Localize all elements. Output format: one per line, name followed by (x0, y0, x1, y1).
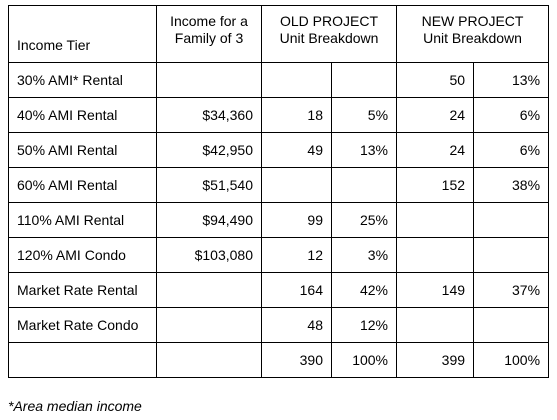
totals-row: 390 100% 399 100% (8, 342, 550, 378)
cell-tier: 30% AMI* Rental (8, 62, 157, 98)
cell-total-income (156, 342, 262, 378)
cell-old-pct: 42% (330, 272, 398, 308)
table-row: Market Rate Condo 48 12% (8, 307, 550, 343)
cell-new-pct: 6% (473, 132, 550, 168)
header-income-family: Income for a Family of 3 (156, 5, 262, 63)
cell-new-units (396, 202, 475, 238)
cell-tier: 60% AMI Rental (8, 167, 157, 203)
cell-old-units: 99 (261, 202, 332, 238)
cell-old-pct (330, 62, 398, 98)
header-old-project: OLD PROJECT Unit Breakdown (260, 5, 398, 63)
table-row: 50% AMI Rental $42,950 49 13% 24 6% (8, 132, 550, 168)
cell-new-pct: 37% (473, 272, 550, 308)
cell-old-pct (330, 167, 398, 203)
cell-income (156, 307, 262, 343)
cell-tier: 50% AMI Rental (8, 132, 157, 168)
header-income-tier-label: Income Tier (17, 37, 91, 53)
cell-total-old-units: 390 (261, 342, 332, 378)
table-row: 110% AMI Rental $94,490 99 25% (8, 202, 550, 238)
header-new-line2: Unit Breakdown (423, 30, 522, 46)
cell-income: $34,360 (156, 97, 262, 133)
cell-new-units: 24 (396, 97, 475, 133)
cell-new-units (396, 237, 475, 273)
cell-income: $51,540 (156, 167, 262, 203)
cell-income: $94,490 (156, 202, 262, 238)
table-row: 120% AMI Condo $103,080 12 3% (8, 237, 550, 273)
cell-old-units: 12 (261, 237, 332, 273)
cell-new-units: 24 (396, 132, 475, 168)
header-old-line2: Unit Breakdown (279, 30, 379, 46)
header-old-line1: OLD PROJECT (280, 13, 379, 29)
cell-income (156, 272, 262, 308)
cell-old-units (261, 167, 332, 203)
cell-income: $103,080 (156, 237, 262, 273)
cell-income: $42,950 (156, 132, 262, 168)
cell-old-pct: 12% (330, 307, 398, 343)
cell-tier: Market Rate Condo (8, 307, 157, 343)
cell-old-units (261, 62, 332, 98)
cell-old-pct: 5% (330, 97, 398, 133)
header-income-line1: Income for a (170, 13, 248, 29)
cell-old-units: 18 (261, 97, 332, 133)
cell-new-pct: 6% (473, 97, 550, 133)
cell-old-units: 164 (261, 272, 332, 308)
cell-new-units (396, 307, 475, 343)
footnote: *Area median income (8, 398, 142, 414)
header-row: Income Tier Income for a Family of 3 OLD… (8, 5, 550, 63)
cell-tier: 40% AMI Rental (8, 97, 157, 133)
cell-income (156, 62, 262, 98)
cell-total-new-units: 399 (396, 342, 475, 378)
cell-total-new-pct: 100% (473, 342, 550, 378)
unit-breakdown-table: Income Tier Income for a Family of 3 OLD… (8, 5, 550, 378)
cell-old-units: 49 (261, 132, 332, 168)
cell-old-pct: 3% (330, 237, 398, 273)
cell-new-pct: 13% (473, 62, 550, 98)
table-row: 40% AMI Rental $34,360 18 5% 24 6% (8, 97, 550, 133)
cell-old-pct: 25% (330, 202, 398, 238)
cell-tier: Market Rate Rental (8, 272, 157, 308)
cell-old-units: 48 (261, 307, 332, 343)
cell-new-units: 50 (396, 62, 475, 98)
table-row: 60% AMI Rental $51,540 152 38% (8, 167, 550, 203)
cell-new-pct (473, 202, 550, 238)
cell-new-pct: 38% (473, 167, 550, 203)
cell-total-old-pct: 100% (330, 342, 398, 378)
cell-new-pct (473, 237, 550, 273)
table-row: Market Rate Rental 164 42% 149 37% (8, 272, 550, 308)
header-new-line1: NEW PROJECT (421, 13, 524, 29)
cell-tier: 110% AMI Rental (8, 202, 157, 238)
table-row: 30% AMI* Rental 50 13% (8, 62, 550, 98)
cell-total-tier (8, 342, 157, 378)
header-income-line2: Family of 3 (174, 30, 244, 46)
cell-new-units: 149 (396, 272, 475, 308)
cell-new-pct (473, 307, 550, 343)
header-new-project: NEW PROJECT Unit Breakdown (396, 5, 550, 63)
header-income-tier: Income Tier (8, 5, 157, 63)
cell-old-pct: 13% (330, 132, 398, 168)
cell-tier: 120% AMI Condo (8, 237, 157, 273)
cell-new-units: 152 (396, 167, 475, 203)
